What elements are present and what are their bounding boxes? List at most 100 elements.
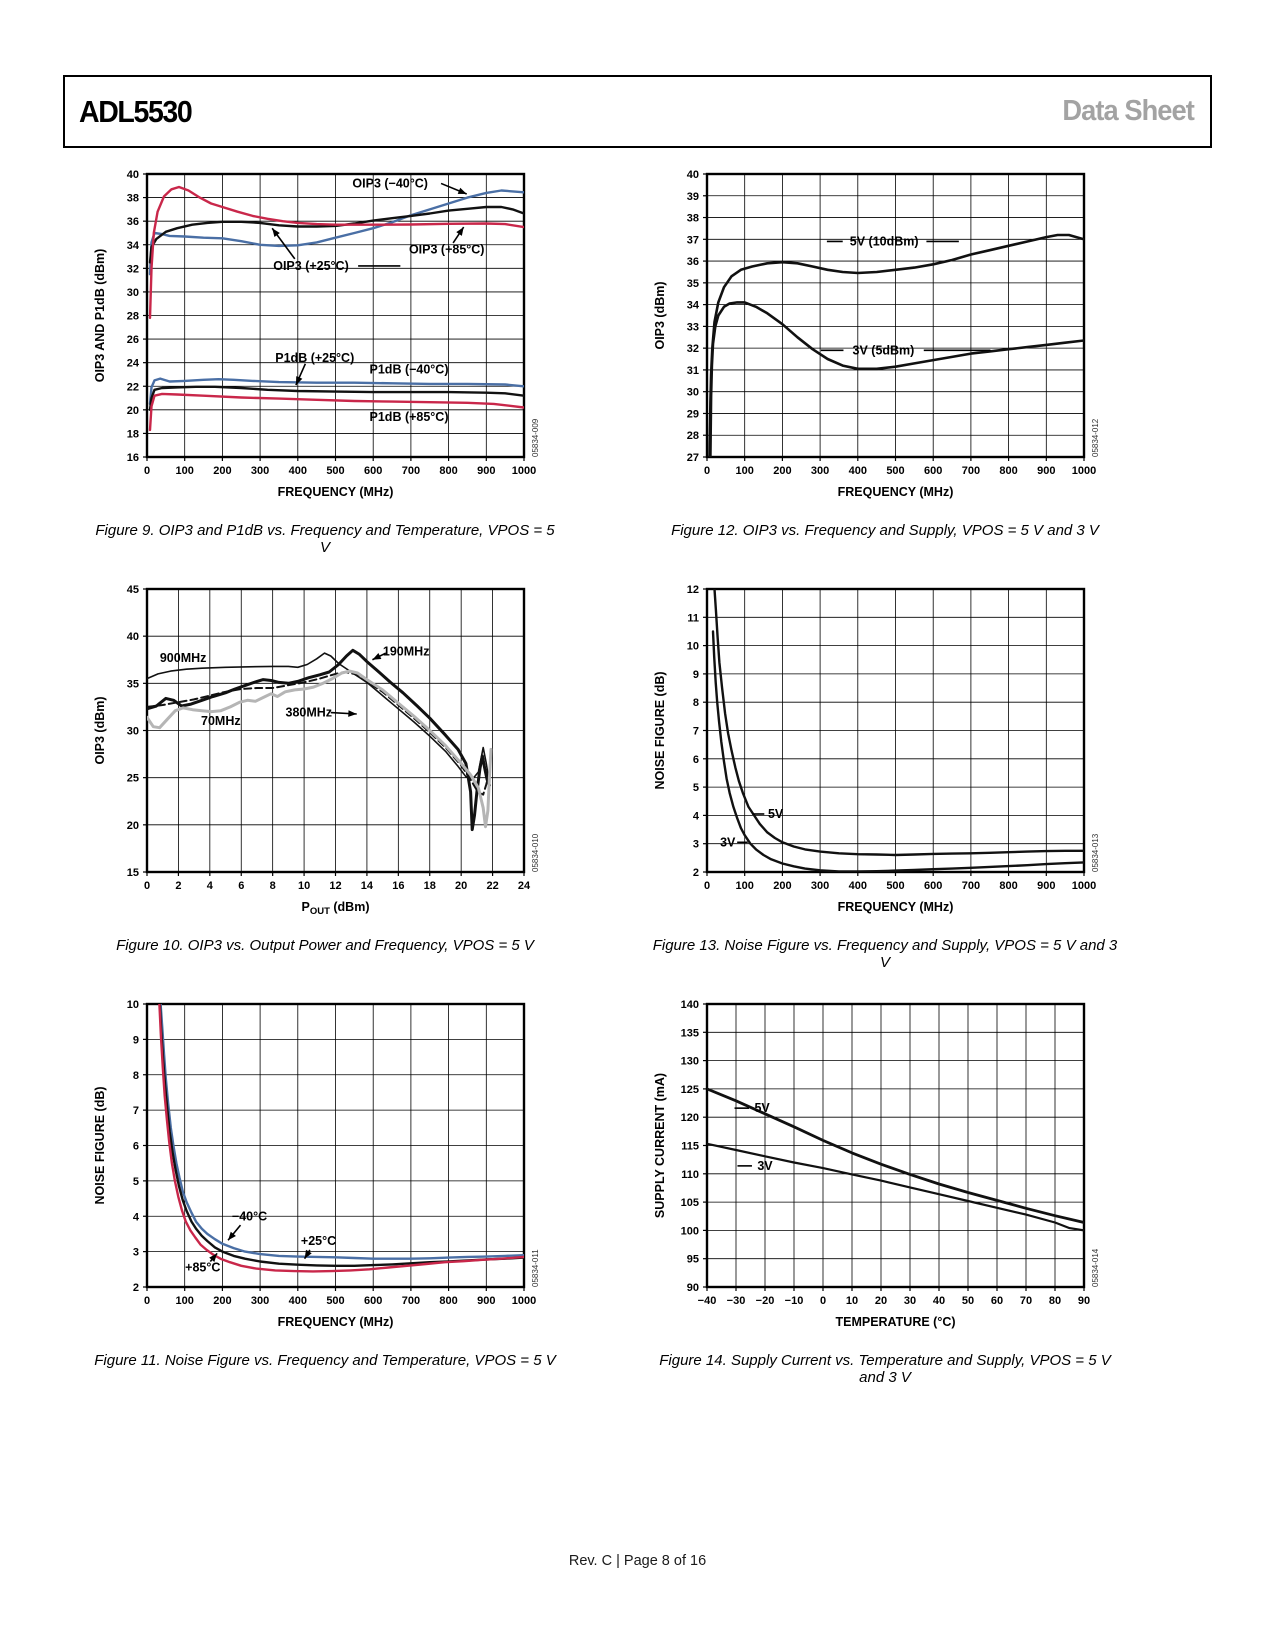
plot-frame — [705, 587, 1086, 874]
series-5v-10dbm — [708, 233, 1084, 457]
x-tick-label: 10 — [298, 880, 310, 892]
y-tick-label: 140 — [681, 999, 699, 1011]
y-tick-label: 90 — [687, 1282, 699, 1294]
y-tick-label: 31 — [687, 365, 699, 377]
y-tick-label: 36 — [687, 256, 699, 268]
x-axis-title: FREQUENCY (MHz) — [838, 900, 954, 914]
series-190mhz — [147, 648, 491, 832]
annotation-arrowhead — [457, 187, 467, 195]
chart-canvas: 0 100 200 300 400 500 600 700 800 900 1000 2 3 4 5 6 7 8 9… — [653, 584, 1100, 914]
y-tick-label: 28 — [127, 311, 139, 323]
series-oip3-85-c — [148, 185, 524, 320]
annotation-label: 3V — [757, 1159, 773, 1173]
y-tick-label: 20 — [127, 405, 139, 417]
x-tick-label: 300 — [811, 880, 829, 892]
x-tick-label: 40 — [933, 1295, 945, 1307]
series-5v — [713, 589, 1084, 857]
figures-grid: 0 100 200 300 400 500 600 700 800 900 1000 16 18 20 22… — [90, 160, 1220, 1405]
x-tick-label: 1000 — [512, 1295, 536, 1307]
x-tick-label: −30 — [727, 1295, 746, 1307]
y-tick-label: 15 — [127, 867, 139, 879]
figure-code: 05834-012 — [1091, 418, 1100, 457]
x-tick-label: 700 — [962, 465, 980, 477]
annotation-label: +25°C — [301, 1234, 336, 1248]
figure-code: 05834-009 — [531, 418, 540, 457]
y-tick-label: 9 — [133, 1034, 139, 1046]
x-tick-label: 100 — [736, 880, 754, 892]
y-tick-label: 30 — [127, 287, 139, 299]
x-tick-label: 600 — [364, 1295, 382, 1307]
series-40-c — [159, 1004, 524, 1260]
y-tick-label: 26 — [127, 334, 139, 346]
x-tick-label: 20 — [455, 880, 467, 892]
x-tick-label: 0 — [144, 880, 150, 892]
chart-canvas: −40 −30 −20 −10 0 10 20 30 40 50 60 70 80 90 90 95 100 10… — [653, 999, 1100, 1329]
series-3v — [707, 1142, 1084, 1232]
series-85-c — [158, 1004, 524, 1273]
y-tick-label: 105 — [681, 1197, 699, 1209]
x-tick-label: 1000 — [1072, 880, 1096, 892]
x-tick-label: 200 — [773, 880, 791, 892]
doc-type-title: Data Sheet — [1062, 95, 1195, 127]
y-tick-label: 35 — [127, 678, 139, 690]
series-70mhz — [147, 669, 493, 829]
figure-14-plot: −40 −30 −20 −10 0 10 20 30 40 50 60 70 80 90 90 95 100 10… — [650, 990, 1120, 1342]
figure-10-plot: 0 2 4 6 8 10 12 14 16 18 20 22 24 15 20 25 30 35 40 45 900MH… — [90, 575, 560, 927]
y-tick-label: 34 — [127, 240, 140, 252]
plot-frame — [705, 172, 1086, 459]
y-tick-label: 120 — [681, 1112, 699, 1124]
x-tick-label: 70 — [1020, 1295, 1032, 1307]
x-tick-label: 600 — [924, 880, 942, 892]
y-tick-label: 33 — [687, 321, 699, 333]
y-tick-label: 36 — [127, 216, 139, 228]
x-tick-label: 30 — [904, 1295, 916, 1307]
x-tick-label: 100 — [736, 465, 754, 477]
figure-14-caption: Figure 14. Supply Current vs. Temperatur… — [659, 1352, 1111, 1386]
annotation-arrowhead — [456, 227, 464, 236]
y-tick-label: 9 — [693, 669, 699, 681]
x-tick-label: 300 — [251, 1295, 269, 1307]
y-tick-label: 135 — [681, 1027, 699, 1039]
page-header: ADL5530 Data Sheet — [63, 75, 1212, 148]
x-tick-label: 800 — [999, 465, 1017, 477]
y-tick-label: 32 — [127, 263, 139, 275]
x-tick-label: 400 — [289, 1295, 307, 1307]
plot-frame — [145, 1002, 526, 1289]
y-tick-label: 25 — [127, 773, 139, 785]
x-tick-label: 800 — [439, 1295, 457, 1307]
figure-14: −40 −30 −20 −10 0 10 20 30 40 50 60 70 80 90 90 95 100 10… — [650, 990, 1120, 1387]
x-tick-label: 500 — [326, 465, 344, 477]
y-tick-label: 30 — [127, 726, 139, 738]
y-tick-label: 125 — [681, 1084, 699, 1096]
x-tick-label: 200 — [213, 465, 231, 477]
annotation-label: −40°C — [232, 1209, 267, 1223]
x-tick-label: 0 — [144, 1295, 150, 1307]
x-tick-label: 400 — [849, 465, 867, 477]
x-tick-label: 400 — [849, 880, 867, 892]
x-tick-label: 16 — [392, 880, 404, 892]
part-number-title: ADL5530 — [79, 93, 193, 129]
y-axis-title: NOISE FIGURE (dB) — [653, 671, 667, 789]
y-tick-label: 2 — [693, 867, 699, 879]
x-tick-label: 1000 — [512, 465, 536, 477]
x-tick-label: 50 — [962, 1295, 974, 1307]
y-tick-label: 40 — [127, 169, 139, 181]
plot-frame — [145, 587, 526, 874]
y-tick-label: 40 — [127, 631, 139, 643]
y-tick-label: 6 — [133, 1141, 139, 1153]
figure-12: 0 100 200 300 400 500 600 700 800 900 1000 27 28 29 30… — [650, 160, 1120, 557]
x-tick-label: 100 — [176, 1295, 194, 1307]
annotation-arrowhead — [228, 1231, 236, 1241]
figure-9-caption: Figure 9. OIP3 and P1dB vs. Frequency an… — [95, 522, 555, 556]
y-tick-label: 38 — [687, 213, 699, 225]
x-tick-label: 900 — [1037, 465, 1055, 477]
y-tick-label: 10 — [127, 999, 139, 1011]
y-tick-label: 45 — [127, 584, 139, 596]
annotation-label: 900MHz — [160, 651, 207, 665]
figure-13: 0 100 200 300 400 500 600 700 800 900 1000 2 3 4 5 6 7 8 9… — [650, 575, 1120, 972]
x-tick-label: 2 — [175, 880, 181, 892]
x-axis-title: POUT (dBm) — [302, 900, 370, 917]
figure-code: 05834-011 — [531, 1249, 540, 1287]
plot-frame — [145, 172, 526, 459]
y-tick-label: 3 — [693, 839, 699, 851]
